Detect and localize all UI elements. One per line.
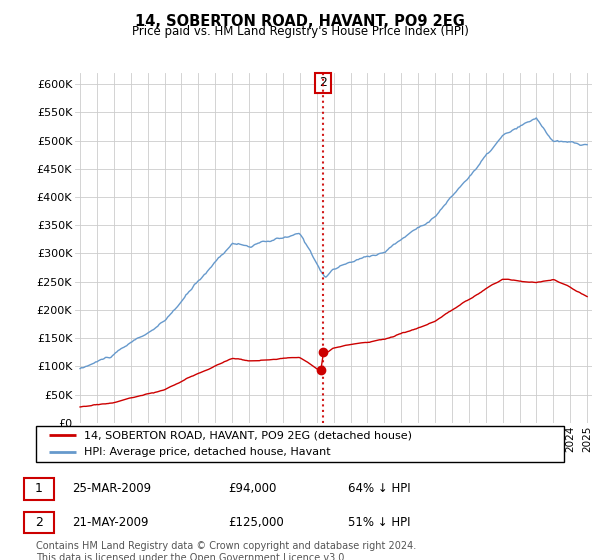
- Text: 14, SOBERTON ROAD, HAVANT, PO9 2EG: 14, SOBERTON ROAD, HAVANT, PO9 2EG: [135, 14, 465, 29]
- Text: Price paid vs. HM Land Registry's House Price Index (HPI): Price paid vs. HM Land Registry's House …: [131, 25, 469, 38]
- Text: HPI: Average price, detached house, Havant: HPI: Average price, detached house, Hava…: [83, 447, 330, 457]
- Text: £125,000: £125,000: [228, 516, 284, 529]
- Text: £94,000: £94,000: [228, 482, 277, 496]
- Text: 51% ↓ HPI: 51% ↓ HPI: [348, 516, 410, 529]
- Text: 14, SOBERTON ROAD, HAVANT, PO9 2EG (detached house): 14, SOBERTON ROAD, HAVANT, PO9 2EG (deta…: [83, 431, 412, 440]
- Text: 2: 2: [35, 516, 43, 529]
- Text: 21-MAY-2009: 21-MAY-2009: [72, 516, 149, 529]
- Text: 1: 1: [35, 482, 43, 496]
- Text: Contains HM Land Registry data © Crown copyright and database right 2024.
This d: Contains HM Land Registry data © Crown c…: [36, 541, 416, 560]
- Text: 25-MAR-2009: 25-MAR-2009: [72, 482, 151, 496]
- Text: 2: 2: [319, 76, 327, 89]
- Text: 64% ↓ HPI: 64% ↓ HPI: [348, 482, 410, 496]
